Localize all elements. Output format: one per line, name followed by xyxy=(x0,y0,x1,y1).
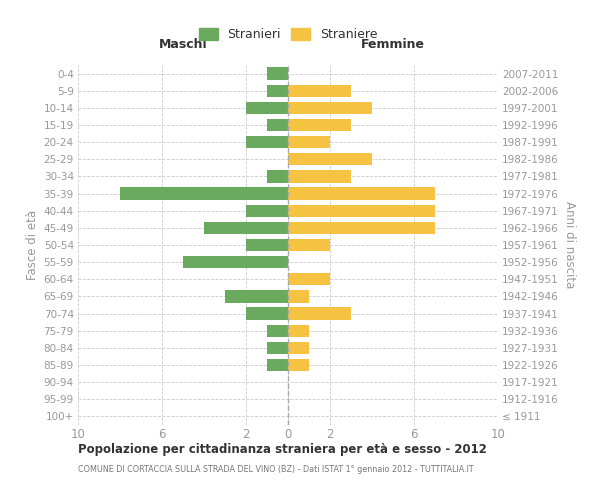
Text: COMUNE DI CORTACCIA SULLA STRADA DEL VINO (BZ) - Dati ISTAT 1° gennaio 2012 - TU: COMUNE DI CORTACCIA SULLA STRADA DEL VIN… xyxy=(78,465,473,474)
Y-axis label: Anni di nascita: Anni di nascita xyxy=(563,202,575,288)
Bar xyxy=(288,308,351,320)
Bar xyxy=(288,290,309,302)
Bar xyxy=(246,102,288,114)
Text: Maschi: Maschi xyxy=(158,38,208,51)
Bar xyxy=(288,359,309,371)
Bar xyxy=(288,136,330,148)
Legend: Stranieri, Straniere: Stranieri, Straniere xyxy=(195,24,381,45)
Bar xyxy=(267,170,288,182)
Bar xyxy=(204,222,288,234)
Bar xyxy=(267,68,288,80)
Y-axis label: Fasce di età: Fasce di età xyxy=(26,210,40,280)
Bar xyxy=(288,342,309,354)
Bar xyxy=(288,222,435,234)
Bar xyxy=(267,359,288,371)
Text: Femmine: Femmine xyxy=(361,38,425,51)
Text: Popolazione per cittadinanza straniera per età e sesso - 2012: Popolazione per cittadinanza straniera p… xyxy=(78,442,487,456)
Bar xyxy=(288,273,330,285)
Bar xyxy=(183,256,288,268)
Bar xyxy=(246,136,288,148)
Bar xyxy=(288,324,309,337)
Bar xyxy=(288,102,372,114)
Bar xyxy=(288,170,351,182)
Bar xyxy=(267,119,288,131)
Bar xyxy=(288,188,435,200)
Bar xyxy=(288,84,351,97)
Bar xyxy=(120,188,288,200)
Bar xyxy=(288,119,351,131)
Bar xyxy=(288,153,372,166)
Bar xyxy=(267,84,288,97)
Bar xyxy=(246,239,288,251)
Bar xyxy=(246,204,288,217)
Bar xyxy=(288,204,435,217)
Bar xyxy=(288,239,330,251)
Bar xyxy=(246,308,288,320)
Bar xyxy=(267,324,288,337)
Bar xyxy=(267,342,288,354)
Bar xyxy=(225,290,288,302)
